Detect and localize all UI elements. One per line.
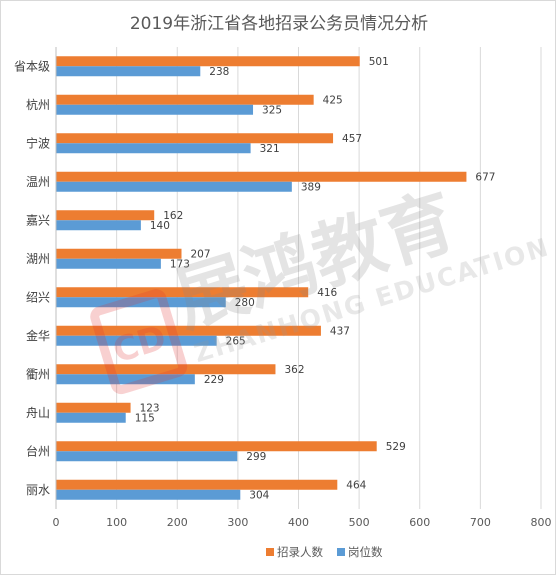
data-label: 437 <box>330 325 350 337</box>
chart-title: 2019年浙江省各地招录公务员情况分析 <box>129 14 429 34</box>
bar-positions <box>56 374 195 385</box>
category-label: 舟山 <box>26 406 50 420</box>
category-label: 丽水 <box>26 483 50 497</box>
data-label: 280 <box>235 297 255 309</box>
data-label: 425 <box>323 94 343 106</box>
x-tick-label: 600 <box>409 516 430 529</box>
bar-positions <box>56 181 292 192</box>
bar-recruits <box>56 248 182 259</box>
bars <box>56 56 467 500</box>
bar-positions <box>56 220 141 231</box>
x-tick-label: 300 <box>227 516 248 529</box>
category-label: 衢州 <box>26 367 50 381</box>
bar-recruits <box>56 402 131 413</box>
watermark-logo-letter: CD <box>108 318 171 372</box>
bar-recruits <box>56 171 467 182</box>
bar-positions <box>56 335 217 346</box>
data-label: 464 <box>346 479 366 491</box>
data-label: 238 <box>209 66 229 78</box>
data-label: 265 <box>226 335 246 347</box>
x-tick-label: 800 <box>531 516 552 529</box>
category-label: 省本级 <box>14 59 50 73</box>
bar-positions <box>56 412 126 423</box>
data-label: 229 <box>204 374 224 386</box>
data-label: 416 <box>317 287 337 299</box>
legend: 招录人数 岗位数 <box>266 545 383 559</box>
bar-recruits <box>56 94 314 105</box>
axes: 0 100 200 300 400 500 600 700 800 省本级杭州宁波温州嘉兴湖州绍兴… <box>14 47 552 529</box>
x-tick-label: 700 <box>470 516 491 529</box>
data-label: 321 <box>260 143 280 155</box>
bar-positions <box>56 297 226 308</box>
data-label: 140 <box>150 220 170 232</box>
x-tick-label: 100 <box>106 516 127 529</box>
data-label: 677 <box>475 171 495 183</box>
data-label: 299 <box>246 451 266 463</box>
x-tick-label: 500 <box>349 516 370 529</box>
bar-positions <box>56 104 254 115</box>
data-label: 389 <box>301 181 321 193</box>
legend-swatch <box>337 548 345 556</box>
legend-label: 岗位数 <box>348 545 383 559</box>
x-tick-label: 400 <box>288 516 309 529</box>
data-label: 123 <box>140 402 160 414</box>
bar-recruits <box>56 287 309 298</box>
bar-recruits <box>56 364 276 375</box>
bar-recruits <box>56 210 155 221</box>
data-label: 325 <box>262 104 282 116</box>
data-label: 162 <box>163 210 183 222</box>
category-label: 台州 <box>26 443 50 458</box>
bar-positions <box>56 258 161 269</box>
category-label: 嘉兴 <box>26 213 50 227</box>
x-tick-label: 0 <box>53 516 60 529</box>
data-label: 304 <box>249 489 269 501</box>
bar-positions <box>56 66 201 77</box>
data-label: 529 <box>386 441 406 453</box>
bar-positions <box>56 143 251 154</box>
x-tick-label: 200 <box>167 516 188 529</box>
data-label: 207 <box>190 248 210 260</box>
bar-positions <box>56 451 238 462</box>
data-label: 457 <box>342 133 362 145</box>
bar-recruits <box>56 441 377 452</box>
category-label: 温州 <box>26 175 50 189</box>
bar-recruits <box>56 133 334 144</box>
legend-swatch <box>266 548 274 556</box>
data-label: 115 <box>135 412 155 424</box>
category-label: 杭州 <box>26 97 50 112</box>
category-label: 宁波 <box>26 135 50 150</box>
data-label: 362 <box>284 364 304 376</box>
data-label: 501 <box>369 56 389 68</box>
bar-recruits <box>56 325 321 336</box>
bar-recruits <box>56 479 338 490</box>
bar-positions <box>56 489 241 500</box>
category-label: 绍兴 <box>26 290 50 304</box>
legend-label: 招录人数 <box>277 545 323 559</box>
category-label: 湖州 <box>26 251 50 266</box>
bar-recruits <box>56 56 360 67</box>
watermark-logo <box>90 289 188 395</box>
data-label: 173 <box>170 258 190 270</box>
category-label: 金华 <box>26 328 50 343</box>
